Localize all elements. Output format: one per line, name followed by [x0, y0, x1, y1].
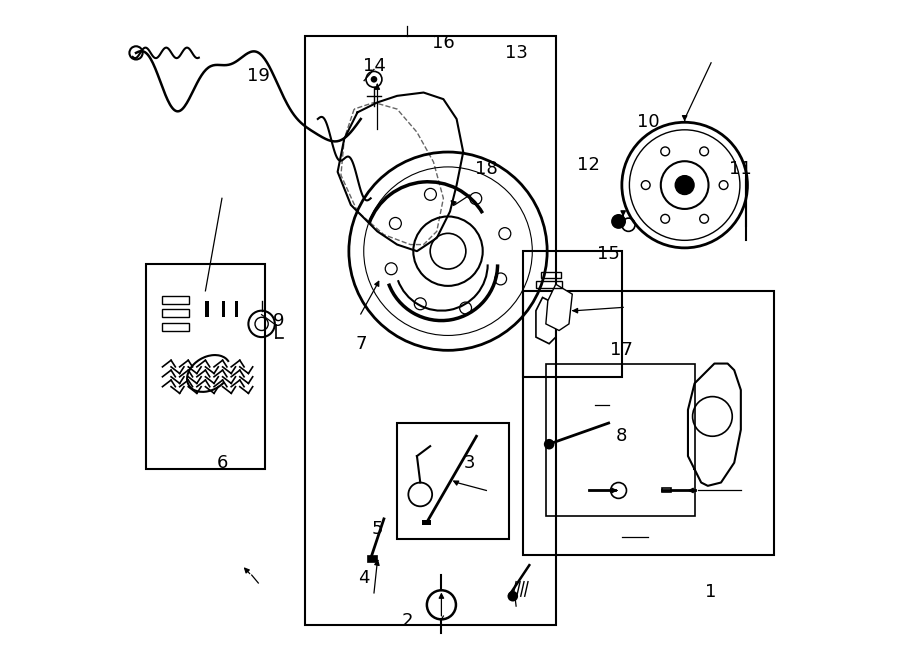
Text: 14: 14	[363, 57, 385, 75]
Text: 11: 11	[730, 159, 752, 178]
Text: 1: 1	[706, 582, 716, 601]
Bar	[222, 301, 225, 317]
Bar	[235, 301, 238, 317]
Circle shape	[544, 439, 554, 449]
Text: 8: 8	[616, 427, 627, 446]
Text: 9: 9	[273, 311, 284, 330]
Bar	[163, 309, 189, 317]
Text: 17: 17	[610, 341, 634, 360]
Text: 15: 15	[598, 245, 620, 264]
Circle shape	[612, 215, 625, 228]
Bar	[397, 423, 509, 539]
Bar	[523, 291, 774, 555]
Polygon shape	[536, 297, 556, 344]
Bar	[523, 251, 622, 377]
Polygon shape	[662, 488, 671, 492]
Bar	[304, 36, 556, 625]
Text: 3: 3	[464, 453, 475, 472]
Text: 16: 16	[432, 34, 454, 52]
Text: 18: 18	[475, 159, 498, 178]
Polygon shape	[545, 284, 572, 330]
Bar	[536, 281, 562, 288]
Text: 2: 2	[401, 612, 413, 631]
Circle shape	[430, 233, 466, 269]
Circle shape	[371, 76, 377, 83]
Bar	[163, 296, 189, 304]
Circle shape	[675, 176, 694, 194]
Text: 12: 12	[578, 156, 600, 175]
Bar	[366, 555, 377, 562]
Bar	[146, 264, 265, 469]
Bar	[163, 323, 189, 330]
Text: 6: 6	[216, 453, 228, 472]
Text: 10: 10	[637, 113, 660, 132]
Bar	[541, 272, 561, 278]
Text: 13: 13	[505, 44, 527, 62]
Text: 19: 19	[247, 67, 270, 85]
Text: 4: 4	[358, 569, 370, 588]
Bar	[545, 364, 695, 516]
Bar	[422, 520, 431, 525]
Text: 5: 5	[372, 520, 383, 538]
Text: 7: 7	[355, 334, 366, 353]
Bar	[205, 301, 209, 317]
Circle shape	[508, 591, 518, 602]
